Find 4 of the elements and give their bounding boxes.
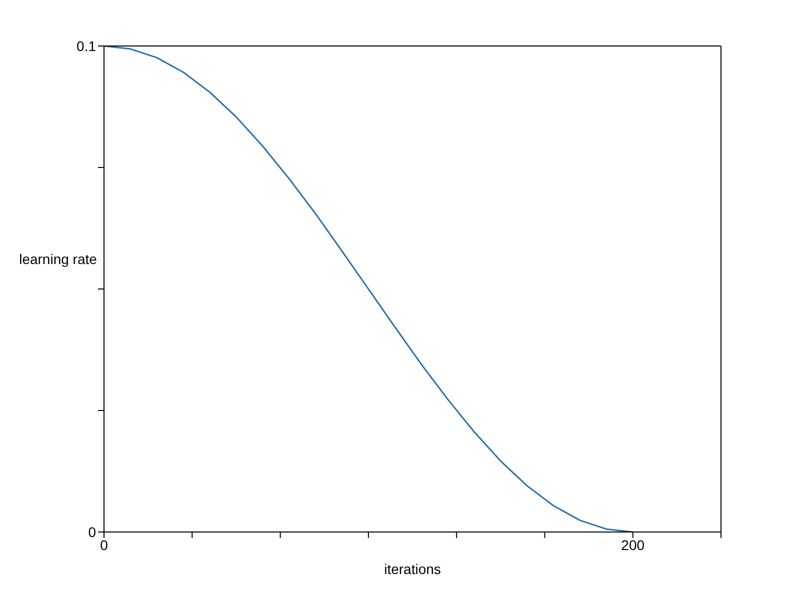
y-tick-label: 0.1 bbox=[76, 38, 96, 54]
x-axis-title: iterations bbox=[384, 561, 441, 577]
x-tick-label: 200 bbox=[621, 536, 645, 553]
y-axis-title: learning rate bbox=[18, 250, 98, 268]
